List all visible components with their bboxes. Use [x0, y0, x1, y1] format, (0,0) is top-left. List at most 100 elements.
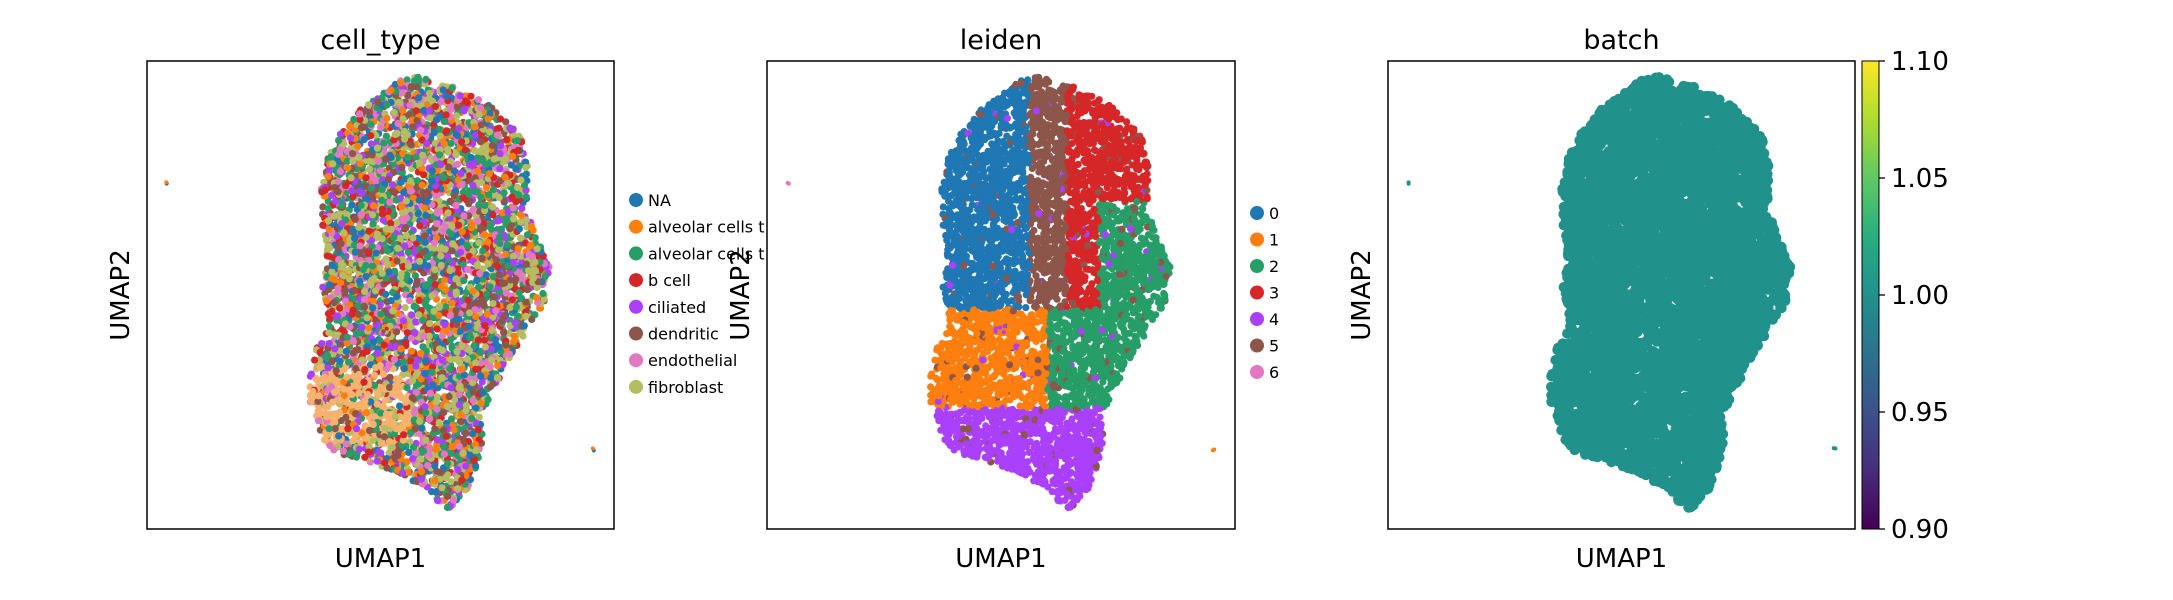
- data-point: [350, 115, 358, 123]
- data-point: [475, 239, 483, 247]
- data-point: [399, 106, 407, 115]
- data-point: [361, 287, 369, 295]
- data-point: [332, 367, 340, 375]
- data-point: [344, 425, 352, 433]
- data-point: [443, 503, 452, 512]
- data-point: [480, 336, 488, 344]
- data-point: [496, 165, 504, 173]
- data-point: [426, 89, 434, 97]
- data-point: [349, 157, 357, 165]
- data-point: [456, 248, 465, 256]
- data-point: [437, 252, 445, 260]
- data-point: [452, 288, 460, 296]
- data-point: [482, 160, 490, 168]
- data-point: [455, 221, 463, 229]
- data-point: [345, 386, 353, 394]
- data-point: [335, 136, 343, 144]
- data-point: [392, 385, 400, 393]
- data-point: [484, 115, 492, 123]
- data-point: [392, 425, 400, 433]
- data-point: [531, 234, 539, 242]
- data-point: [489, 186, 498, 194]
- data-point: [329, 160, 337, 168]
- data-point: [364, 448, 373, 456]
- data-point: [422, 436, 430, 444]
- data-point: [442, 303, 450, 311]
- data-point: [515, 191, 523, 199]
- data-point: [316, 363, 324, 372]
- data-point: [432, 116, 441, 124]
- data-point: [476, 138, 485, 146]
- data-point: [399, 317, 408, 325]
- data-point: [383, 114, 391, 122]
- data-point: [394, 451, 402, 459]
- data-point: [367, 132, 375, 140]
- data-point: [355, 153, 363, 161]
- data-point: [336, 304, 344, 312]
- data-point: [455, 315, 463, 323]
- data-point: [396, 99, 404, 107]
- data-point: [407, 347, 416, 355]
- data-point: [478, 254, 486, 262]
- data-point: [367, 281, 375, 289]
- data-point: [417, 126, 425, 134]
- data-point: [446, 312, 454, 320]
- data-point: [369, 420, 377, 428]
- data-point: [495, 246, 503, 254]
- data-point: [348, 201, 356, 209]
- data-point: [336, 146, 344, 154]
- data-point: [357, 210, 365, 219]
- data-point: [409, 234, 417, 242]
- data-point: [356, 160, 364, 168]
- data-point: [439, 174, 448, 182]
- data-point: [362, 174, 370, 182]
- data-point: [402, 197, 410, 205]
- data-point: [413, 369, 421, 377]
- data-point: [389, 307, 397, 315]
- data-point: [469, 430, 477, 438]
- data-point: [420, 171, 428, 179]
- data-point: [391, 413, 399, 421]
- data-point: [477, 399, 485, 407]
- data-point: [368, 262, 377, 270]
- data-point: [473, 276, 481, 285]
- data-point: [466, 334, 474, 342]
- data-point: [457, 417, 465, 425]
- data-point: [351, 248, 359, 256]
- data-point: [387, 86, 395, 94]
- data-point: [462, 462, 470, 470]
- data-point: [443, 92, 451, 100]
- data-point: [377, 123, 385, 132]
- data-point: [373, 457, 381, 465]
- data-point: [432, 488, 440, 496]
- data-point: [325, 281, 333, 289]
- data-point: [477, 178, 486, 187]
- data-point: [418, 424, 426, 432]
- data-point: [460, 277, 468, 285]
- data-point: [470, 342, 478, 350]
- data-point: [480, 301, 488, 309]
- data-point: [440, 443, 448, 451]
- data-point: [434, 497, 442, 505]
- data-point: [369, 202, 378, 210]
- data-point: [435, 311, 443, 320]
- data-point: [527, 241, 535, 249]
- data-point: [314, 407, 322, 415]
- data-point: [466, 197, 474, 205]
- data-point: [369, 220, 377, 228]
- data-point: [419, 248, 427, 257]
- data-point: [495, 271, 503, 279]
- data-point: [446, 336, 455, 344]
- data-point: [460, 212, 468, 220]
- data-point: [497, 225, 505, 233]
- data-point: [364, 249, 373, 257]
- data-point: [472, 359, 480, 367]
- data-point: [417, 349, 425, 358]
- data-point: [348, 401, 356, 409]
- data-point: [426, 320, 434, 328]
- data-point: [324, 242, 332, 250]
- data-point: [311, 356, 319, 364]
- data-point: [352, 453, 360, 461]
- data-point: [475, 110, 483, 119]
